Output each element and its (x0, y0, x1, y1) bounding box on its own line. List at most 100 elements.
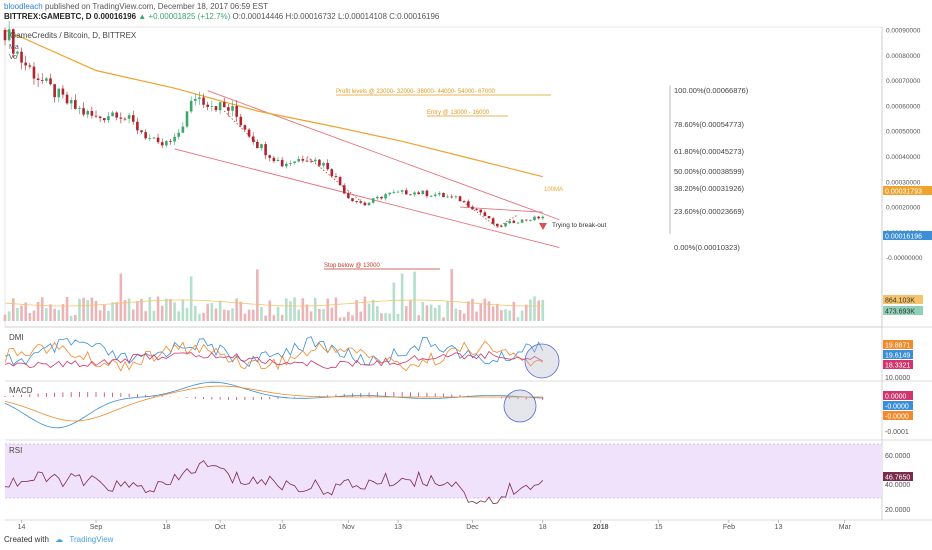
volume-bar (520, 310, 524, 321)
macd-highlight-circle (503, 389, 537, 423)
candle-body (32, 66, 36, 79)
volume-bar (61, 304, 65, 321)
candle-body (454, 196, 458, 198)
dmi-badge-1 (883, 340, 913, 349)
candle-body (169, 141, 172, 142)
volume-bar (227, 310, 230, 321)
price-tick-label: 0.00060000 (886, 103, 921, 110)
volume-bar (524, 304, 528, 321)
last-price-badge (883, 231, 932, 240)
volume-bar (11, 298, 15, 321)
volume-bar (206, 303, 210, 321)
channel-trendline (207, 90, 560, 221)
chart-title: GameCredits / Bitcoin, D, BITTREX (10, 31, 137, 40)
volume-bar (173, 302, 176, 321)
candle-body (359, 201, 363, 203)
candle-body (36, 78, 40, 81)
tradingview-logo-icon: ☁ (55, 535, 64, 544)
volume-bar (334, 297, 338, 321)
candle-body (347, 193, 350, 199)
candle-body (491, 218, 495, 224)
volume-bar (421, 301, 425, 321)
author-link[interactable]: bloodleach (4, 2, 43, 11)
volume-bar (322, 308, 325, 321)
candle-body (111, 112, 114, 117)
candle-body (140, 130, 143, 133)
volume-bar (144, 311, 147, 321)
fib-level-label: 38.20%(0.00031926) (674, 184, 745, 193)
time-tick-label: 14 (18, 524, 26, 531)
volume-badge-2-text: 473.693K (885, 309, 915, 316)
candle-body (520, 219, 524, 223)
volume-bar (417, 315, 420, 321)
candle-body (61, 88, 65, 95)
candle-body (446, 196, 449, 198)
candle-body (467, 201, 470, 207)
swing-dotted-line (497, 214, 519, 228)
volume-bar (425, 305, 429, 321)
macd-badge-3 (883, 411, 913, 420)
volume-bar (53, 308, 56, 321)
volume-bar (438, 305, 441, 321)
candle-body (396, 191, 400, 193)
time-tick-label: Nov (342, 524, 355, 531)
volume-bar (148, 297, 152, 321)
volume-bar (214, 308, 218, 321)
candle-body (82, 108, 85, 115)
candle-body (165, 141, 168, 146)
candle-body (301, 158, 305, 161)
dmi-badge-2-text: 19.6149 (885, 353, 910, 360)
volume-bar (20, 305, 23, 321)
macd-badge-2-text: -0.0000 (885, 404, 909, 411)
candle-body (45, 78, 48, 81)
tradingview-brand[interactable]: TradingView (69, 535, 114, 544)
volume-bar (94, 300, 98, 321)
candle-body (102, 118, 106, 121)
volume-bar (181, 299, 185, 321)
legend-ma-abbrev: Ma (9, 44, 19, 51)
published-text: published on TradingView.com, December 1… (44, 2, 269, 11)
price-tick-label: 0.00040000 (886, 154, 921, 161)
candle-body (239, 116, 243, 126)
candle-body (425, 190, 429, 197)
volume-bar (355, 300, 358, 321)
volume-bar (450, 268, 454, 321)
macd-signal-line (4, 385, 543, 422)
candle-body (458, 196, 462, 202)
candle-body (276, 159, 280, 162)
candle-body (367, 202, 371, 206)
candle-body (231, 106, 234, 111)
volume-bar (156, 296, 160, 321)
price-tick-label: 0.00020000 (886, 205, 921, 212)
candle-body (235, 106, 238, 117)
candle-body (413, 192, 416, 195)
candle-body (123, 118, 127, 120)
volume-bar (264, 315, 267, 321)
volume-bar (256, 269, 259, 321)
candle-body (49, 78, 52, 85)
stop-note: Stop below @ 13000 (324, 263, 380, 269)
rsi-band (5, 444, 882, 498)
ma-price-badge-text: 0.00031793 (885, 189, 922, 196)
candle-body (471, 206, 474, 210)
dmi-badge-1-text: 19.8871 (885, 343, 910, 350)
volume-bar (40, 297, 44, 321)
volume-bar (276, 306, 280, 321)
price-tick-label: 0.00080000 (886, 53, 921, 60)
up-arrow-icon: ▲ (138, 12, 147, 21)
volume-bar (500, 310, 503, 321)
price-tick-label: -0.00000000 (886, 255, 923, 262)
candle-body (40, 80, 44, 81)
volume-bar (388, 313, 392, 321)
volume-bar (289, 301, 292, 321)
candle-body (293, 161, 296, 164)
footer: Created with ☁ TradingView (4, 535, 113, 544)
time-tick-label: Mar (839, 524, 852, 531)
candle-body (131, 115, 135, 122)
volume-bar (3, 314, 7, 321)
price-tick-label: 0.00070000 (886, 78, 921, 85)
candle-body (202, 97, 205, 105)
volume-bar (16, 307, 19, 321)
ma100-label: 100MA (544, 187, 563, 193)
